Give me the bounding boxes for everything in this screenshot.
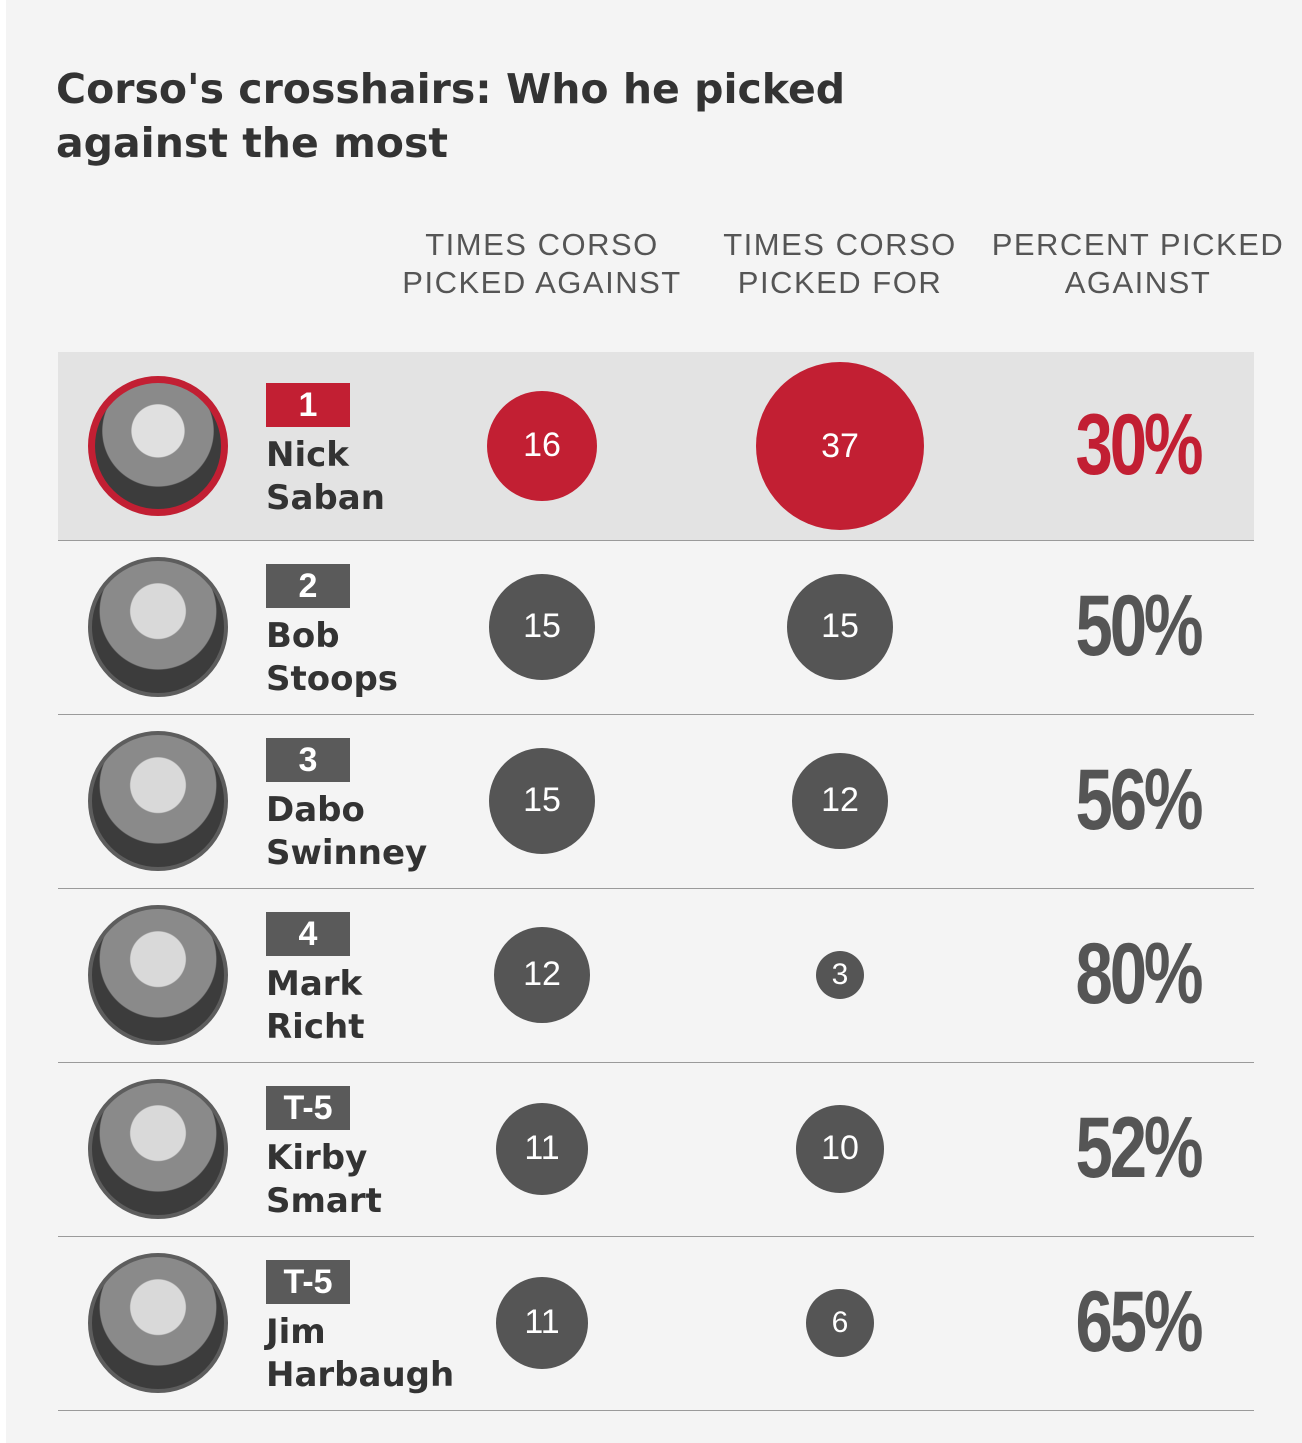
coach-name-line1: Dabo (266, 790, 365, 830)
chart-title: Corso's crosshairs: Who he picked agains… (56, 65, 846, 167)
rank-badge: 1 (266, 383, 350, 427)
coach-name-line1: Bob (266, 616, 340, 656)
coach-name-line1: Mark (266, 964, 363, 1004)
coach-name-line2: Stoops (266, 659, 399, 699)
column-header-for: TIMES CORSO PICKED FOR (723, 227, 957, 300)
coach-name-line2: Harbaugh (266, 1355, 455, 1395)
column-header-against: TIMES CORSO PICKED AGAINST (402, 227, 682, 300)
coach-name-line1: Jim (266, 1312, 326, 1352)
bubble-against: 11 (496, 1277, 588, 1369)
coach-name-line2: Richt (266, 1007, 365, 1047)
percent-value: 30% (1075, 397, 1204, 493)
bubble-against: 16 (486, 390, 598, 502)
table-row: 1 Nick Saban 16 37 30% (58, 352, 1254, 541)
coach-photo (88, 557, 228, 697)
coach-name: Kirby Smart (266, 1137, 506, 1223)
coach-photo (88, 731, 228, 871)
coach-name: Dabo Swinney (266, 789, 506, 875)
table-row: 4 Mark Richt 12 3 80% (58, 888, 1254, 1063)
column-header-percent: PERCENT PICKED AGAINST (991, 227, 1285, 300)
table-row: T-5 Kirby Smart 11 10 52% (58, 1062, 1254, 1237)
coach-name-line2: Swinney (266, 833, 428, 873)
rank-badge: T-5 (266, 1086, 350, 1130)
bubble-for: 15 (786, 573, 894, 681)
coach-name-line2: Smart (266, 1181, 382, 1221)
bubble-for: 12 (792, 753, 888, 849)
bubble-for: 10 (796, 1105, 884, 1193)
bubble-for: 6 (806, 1289, 874, 1357)
coach-photo (88, 376, 228, 516)
coach-photo (88, 905, 228, 1045)
coach-photo (88, 1253, 228, 1393)
coach-name-line2: Saban (266, 478, 385, 518)
bubble-against: 11 (496, 1103, 588, 1195)
coach-name: Nick Saban (266, 434, 506, 520)
bubble-against: 15 (488, 573, 596, 681)
percent-value: 80% (1075, 926, 1204, 1022)
table-row: T-5 Jim Harbaugh 11 6 65% (58, 1236, 1254, 1411)
bubble-against: 15 (488, 747, 596, 855)
table-row: 3 Dabo Swinney 15 12 56% (58, 714, 1254, 889)
coach-photo (88, 1079, 228, 1219)
coach-name-line1: Nick (266, 435, 349, 475)
bubble-for: 3 (816, 951, 864, 999)
bubble-against: 12 (494, 927, 590, 1023)
coach-name: Mark Richt (266, 963, 506, 1049)
rank-badge: 2 (266, 564, 350, 608)
coach-name: Jim Harbaugh (266, 1311, 506, 1397)
percent-value: 56% (1075, 752, 1204, 848)
bubble-for: 37 (756, 362, 924, 530)
rank-badge: T-5 (266, 1260, 350, 1304)
percent-value: 65% (1075, 1274, 1204, 1370)
coach-name: Bob Stoops (266, 615, 506, 701)
rank-badge: 3 (266, 738, 350, 782)
percent-value: 50% (1075, 578, 1204, 674)
percent-value: 52% (1075, 1100, 1204, 1196)
chart-card (6, 0, 1302, 1443)
table-row: 2 Bob Stoops 15 15 50% (58, 540, 1254, 715)
rank-badge: 4 (266, 912, 350, 956)
coach-name-line1: Kirby (266, 1138, 368, 1178)
